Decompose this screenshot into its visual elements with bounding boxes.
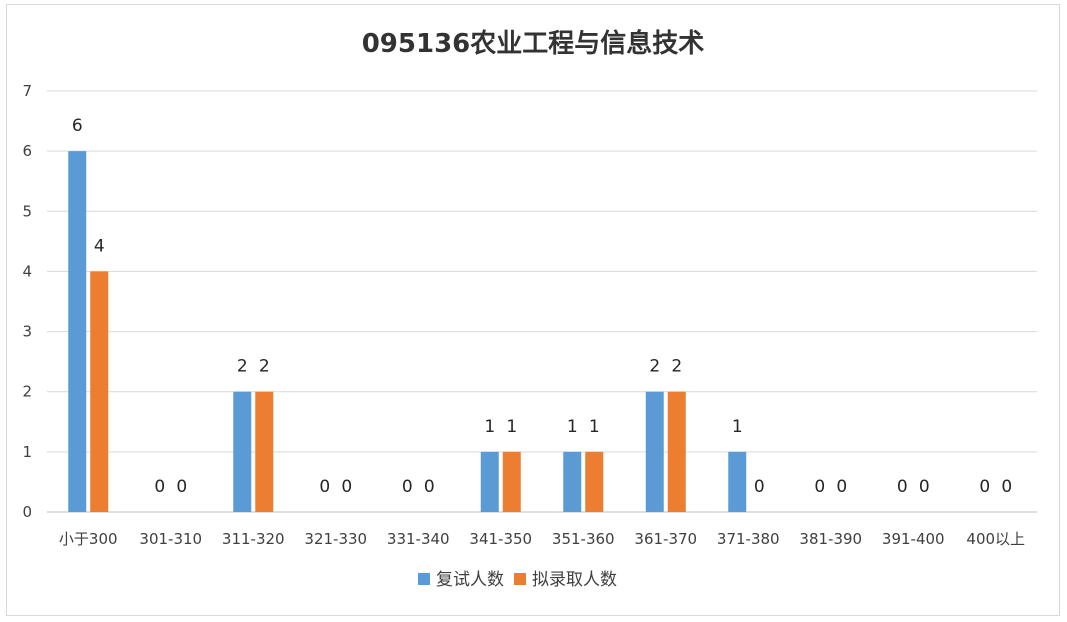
bar-series-1 bbox=[645, 391, 664, 512]
bar-series-1 bbox=[68, 151, 87, 512]
chart-title: 095136农业工程与信息技术 bbox=[362, 28, 705, 59]
data-label: 2 bbox=[671, 357, 682, 377]
data-label: 0 bbox=[979, 477, 990, 497]
legend-swatch bbox=[418, 573, 430, 585]
x-axis-ticks: 小于300 301-310 311-320 321-330 331-340 341-350… bbox=[59, 530, 1025, 548]
data-label: 0 bbox=[754, 477, 765, 497]
y-tick-label: 3 bbox=[22, 323, 32, 341]
legend-swatch bbox=[514, 573, 526, 585]
legend[interactable]: 复试人数 拟录取人数 bbox=[418, 570, 617, 590]
x-tick-label: 311-320 bbox=[222, 530, 285, 548]
bar-series-1 bbox=[728, 451, 747, 512]
data-label: 0 bbox=[154, 477, 165, 497]
x-tick-label: 381-390 bbox=[799, 530, 862, 548]
data-label: 0 bbox=[424, 477, 435, 497]
legend-label: 拟录取人数 bbox=[532, 570, 617, 590]
y-tick-label: 7 bbox=[22, 82, 32, 100]
bar-series-1 bbox=[233, 391, 252, 512]
bar-series-2 bbox=[585, 451, 604, 512]
x-tick-label: 301-310 bbox=[139, 530, 202, 548]
y-tick-label: 0 bbox=[22, 503, 32, 521]
x-tick-label: 391-400 bbox=[882, 530, 945, 548]
x-tick-label: 371-380 bbox=[717, 530, 780, 548]
bar-series-1 bbox=[563, 451, 582, 512]
data-labels: 640 02 20 0 0 01 1 1 12 210 0 0 0 0 0 0 bbox=[72, 116, 1012, 497]
y-tick-label: 1 bbox=[22, 443, 32, 461]
data-label: 0 bbox=[919, 477, 930, 497]
bar-series-2 bbox=[502, 451, 521, 512]
data-label: 6 bbox=[72, 116, 83, 136]
data-label: 2 bbox=[237, 357, 248, 377]
bar-series-2 bbox=[255, 391, 274, 512]
data-label: 1 bbox=[732, 417, 743, 437]
y-tick-label: 6 bbox=[22, 142, 32, 160]
x-tick-label: 321-330 bbox=[304, 530, 367, 548]
data-label: 0 bbox=[1001, 477, 1012, 497]
y-tick-label: 5 bbox=[22, 202, 32, 220]
bar-series-2 bbox=[90, 271, 109, 512]
data-label: 0 bbox=[176, 477, 187, 497]
data-label: 0 bbox=[402, 477, 413, 497]
x-tick-label: 400以上 bbox=[966, 530, 1025, 548]
data-label: 0 bbox=[836, 477, 847, 497]
gridlines bbox=[47, 90, 1037, 513]
x-tick-label: 小于300 bbox=[59, 530, 118, 548]
x-tick-label: 341-350 bbox=[469, 530, 532, 548]
data-label: 0 bbox=[897, 477, 908, 497]
data-label: 2 bbox=[259, 357, 270, 377]
chart-frame bbox=[6, 4, 1060, 616]
y-tick-label: 2 bbox=[22, 383, 32, 401]
x-tick-label: 351-360 bbox=[552, 530, 615, 548]
data-label: 4 bbox=[94, 236, 105, 256]
data-label: 1 bbox=[484, 417, 495, 437]
bar-series-1 bbox=[480, 451, 499, 512]
x-tick-label: 361-370 bbox=[634, 530, 697, 548]
bars bbox=[68, 151, 747, 512]
data-label: 0 bbox=[814, 477, 825, 497]
x-tick-label: 331-340 bbox=[387, 530, 450, 548]
data-label: 0 bbox=[341, 477, 352, 497]
legend-label: 复试人数 bbox=[436, 570, 504, 590]
data-label: 2 bbox=[649, 357, 660, 377]
data-label: 0 bbox=[319, 477, 330, 497]
data-label: 1 bbox=[567, 417, 578, 437]
data-label: 1 bbox=[589, 417, 600, 437]
y-axis-ticks: 0 1 2 3 4 5 6 7 bbox=[22, 82, 32, 521]
data-label: 1 bbox=[506, 417, 517, 437]
y-tick-label: 4 bbox=[22, 262, 32, 280]
bar-series-2 bbox=[667, 391, 686, 512]
